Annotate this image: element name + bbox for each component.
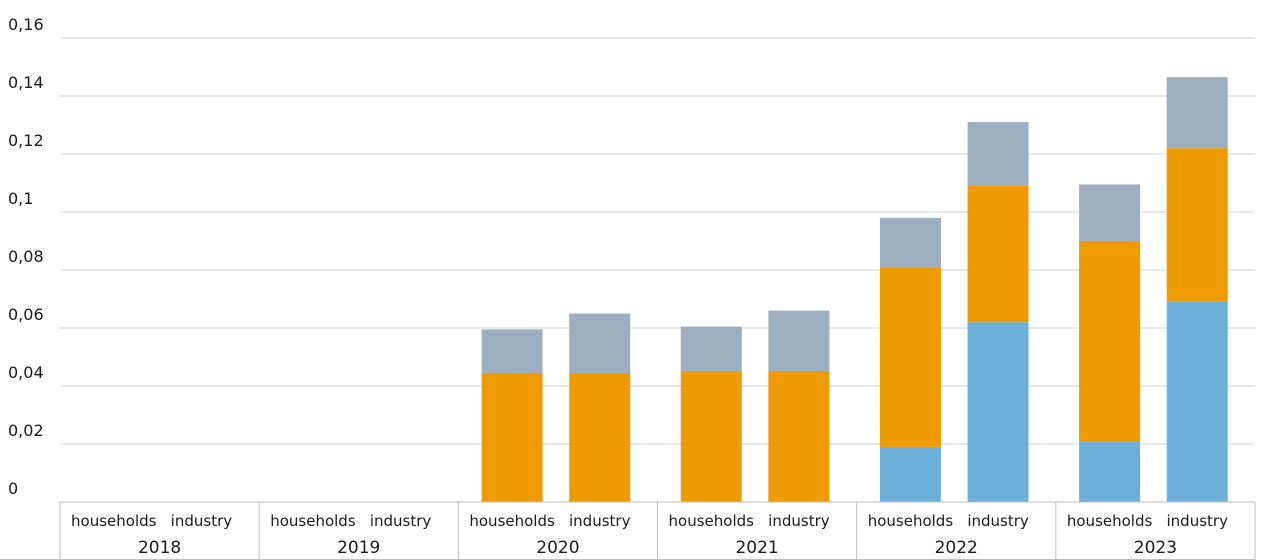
bar-segment xyxy=(768,310,830,372)
group-label: 2021 xyxy=(735,538,778,558)
bar-segment xyxy=(569,313,631,373)
gridlines xyxy=(60,37,1255,445)
category-label: industry xyxy=(569,512,631,530)
y-tick-label: 0 xyxy=(8,479,18,498)
y-tick-label: 0,14 xyxy=(8,73,44,92)
category-label: households xyxy=(1067,512,1153,530)
bar-segment xyxy=(1166,301,1228,502)
bar-segment xyxy=(1166,148,1228,302)
bar-segment xyxy=(569,372,631,502)
bar-segment xyxy=(879,217,941,268)
bar-segment xyxy=(768,371,830,502)
bar-segment xyxy=(481,329,543,373)
y-tick-label: 0,02 xyxy=(8,421,44,440)
y-tick-label: 0,08 xyxy=(8,247,44,266)
bar-segment xyxy=(1166,77,1228,149)
bar-segment xyxy=(680,371,742,502)
category-label: households xyxy=(669,512,755,530)
bar-segment xyxy=(967,322,1029,502)
x-axis: 2018 households industry 2019 households indu… xyxy=(0,501,1256,560)
bar-segment xyxy=(879,267,941,447)
group-label: 2022 xyxy=(935,538,978,558)
bar-segment xyxy=(680,326,742,372)
bar-segment xyxy=(967,185,1029,323)
category-label: households xyxy=(71,512,157,530)
y-tick-label: 0,16 xyxy=(8,15,44,34)
category-label: industry xyxy=(768,512,830,530)
bar-segment xyxy=(879,446,941,502)
category-label: households xyxy=(270,512,356,530)
category-label: households xyxy=(469,512,555,530)
group-label: 2019 xyxy=(337,538,380,558)
bar-segment xyxy=(481,372,543,502)
bar-segment xyxy=(1079,241,1141,442)
y-tick-label: 0,1 xyxy=(8,189,33,208)
y-tick-label: 0,12 xyxy=(8,131,44,150)
category-label: industry xyxy=(370,512,432,530)
category-label: industry xyxy=(967,512,1029,530)
y-axis: 0 0,02 0,04 0,06 0,08 0,1 0,12 0,14 0,16 xyxy=(8,15,44,498)
group-label: 2018 xyxy=(138,538,181,558)
group-label: 2023 xyxy=(1134,538,1177,558)
category-label: industry xyxy=(1167,512,1229,530)
category-label: households xyxy=(868,512,954,530)
bar-segment xyxy=(1079,441,1141,502)
category-label: industry xyxy=(171,512,233,530)
group-label: 2020 xyxy=(536,538,579,558)
y-tick-label: 0,06 xyxy=(8,305,44,324)
y-tick-label: 0,04 xyxy=(8,363,44,382)
bar-segment xyxy=(1079,184,1141,241)
bar-segment xyxy=(967,122,1029,186)
bars xyxy=(481,77,1228,502)
